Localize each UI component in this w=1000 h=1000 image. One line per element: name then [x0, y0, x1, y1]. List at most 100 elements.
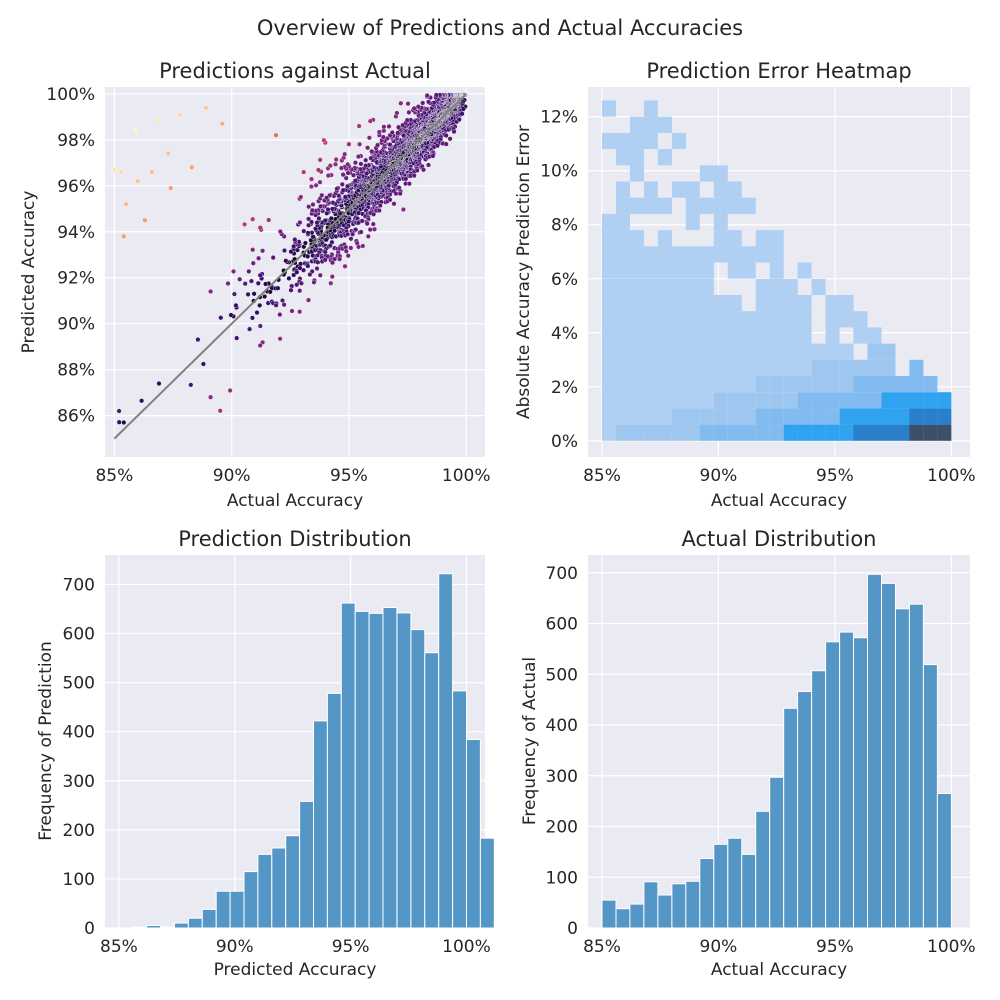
scatter-point — [371, 211, 377, 217]
histogram-bar — [783, 707, 799, 929]
scatter-point — [123, 201, 129, 207]
heatmap-cell — [881, 376, 896, 393]
x-tick-label: 95% — [330, 466, 368, 486]
histogram-bar — [410, 629, 426, 929]
histogram-bars — [601, 573, 952, 929]
histogram-bar — [908, 603, 924, 929]
scatter-point — [400, 122, 406, 128]
scatter-point — [297, 220, 303, 225]
heatmap-cell — [643, 359, 658, 376]
scatter-point — [406, 181, 412, 187]
x-tick-label: 85% — [583, 937, 621, 957]
heatmap-cell — [657, 262, 672, 279]
scatter-point — [294, 269, 300, 275]
heatmap-cell — [923, 376, 938, 393]
scatter-point — [389, 130, 395, 135]
scatter-point — [400, 207, 406, 212]
scatter-point — [298, 261, 304, 267]
scatter-point — [345, 253, 351, 259]
heatmap-cell — [629, 327, 644, 344]
heatmap-cell — [797, 311, 812, 328]
heatmap-cell — [671, 359, 686, 376]
heatmap-cell — [657, 246, 672, 263]
heatmap-cell — [629, 376, 644, 393]
scatter-point — [318, 203, 324, 209]
scatter-point — [227, 388, 233, 393]
y-tick-label: 100 — [63, 870, 95, 890]
scatter-point — [250, 247, 256, 253]
x-axis-label: Predicted Accuracy — [214, 960, 377, 980]
histogram-bar — [895, 608, 910, 929]
scatter-point — [309, 219, 315, 225]
y-axis-label: Predicted Accuracy — [19, 191, 39, 354]
heatmap-cell — [616, 262, 630, 279]
heatmap-cell — [783, 408, 798, 425]
heatmap-cell — [657, 197, 672, 214]
scatter-point — [142, 217, 148, 223]
heatmap-cell — [699, 327, 714, 344]
heatmap-cell — [616, 197, 630, 214]
x-axis-label: Actual Accuracy — [711, 491, 847, 511]
scatter-point — [281, 302, 287, 308]
scatter-point — [316, 167, 321, 173]
histogram-bar — [340, 602, 356, 929]
histogram-bar — [657, 894, 673, 929]
heatmap-cell — [783, 359, 798, 376]
heatmap-cell — [741, 327, 756, 344]
heatmap-cell — [825, 392, 840, 409]
heatmap-cell — [685, 295, 700, 312]
scatter-point — [348, 236, 354, 242]
heatmap-cell — [909, 392, 924, 409]
scatter-point — [352, 178, 358, 184]
scatter-point — [345, 170, 351, 176]
heatmap-cell — [616, 149, 630, 166]
heatmap-panel: 85% 90% 95% 100% 0% 2% 4% 6% 8% 10% 12% Prediction… — [514, 59, 976, 511]
heatmap-cell — [629, 359, 644, 376]
scatter-point — [289, 308, 295, 314]
scatter-point — [363, 157, 369, 163]
scatter-point — [189, 164, 195, 170]
heatmap-cell — [629, 246, 644, 263]
scatter-point — [302, 240, 308, 246]
scatter-point — [277, 312, 283, 318]
scatter-point — [277, 229, 283, 234]
scatter-point — [218, 315, 224, 321]
heatmap-cell — [602, 213, 616, 231]
heatmap-cell — [769, 359, 784, 376]
scatter-point — [208, 394, 214, 400]
y-tick-label: 600 — [546, 615, 578, 635]
heatmap-cell — [643, 246, 658, 263]
heatmap-cell — [909, 359, 924, 376]
heatmap-cell — [629, 278, 644, 295]
heatmap-cell — [727, 327, 742, 344]
y-tick-label: 400 — [63, 723, 95, 743]
heatmap-cell — [699, 246, 714, 263]
heatmap-cell — [616, 327, 630, 344]
scatter-point — [393, 191, 399, 197]
heatmap-cell — [713, 246, 728, 263]
heatmap-cell — [909, 408, 924, 425]
scatter-point — [363, 163, 369, 169]
y-tick-label: 6% — [551, 270, 578, 290]
scatter-point — [321, 137, 327, 143]
scatter-point — [364, 221, 370, 227]
heatmap-cell — [853, 424, 868, 441]
heatmap-cell — [867, 392, 882, 409]
scatter-point — [195, 337, 201, 343]
heatmap-cell — [741, 311, 756, 328]
heatmap-cell — [643, 116, 658, 133]
heatmap-cell — [769, 278, 784, 295]
scatter-point — [356, 123, 362, 129]
heatmap-cell — [811, 343, 826, 360]
heatmap-cell — [616, 181, 630, 198]
scatter-point — [165, 151, 171, 157]
scatter-point — [340, 172, 346, 178]
scatter-point — [225, 281, 231, 286]
heatmap-cell — [755, 424, 770, 441]
heatmap-cell — [727, 408, 742, 425]
scatter-point — [135, 178, 141, 184]
heatmap-cell — [853, 392, 868, 409]
heatmap-cell — [671, 392, 686, 409]
scatter-point — [411, 173, 417, 179]
heatmap-cell — [839, 359, 854, 376]
